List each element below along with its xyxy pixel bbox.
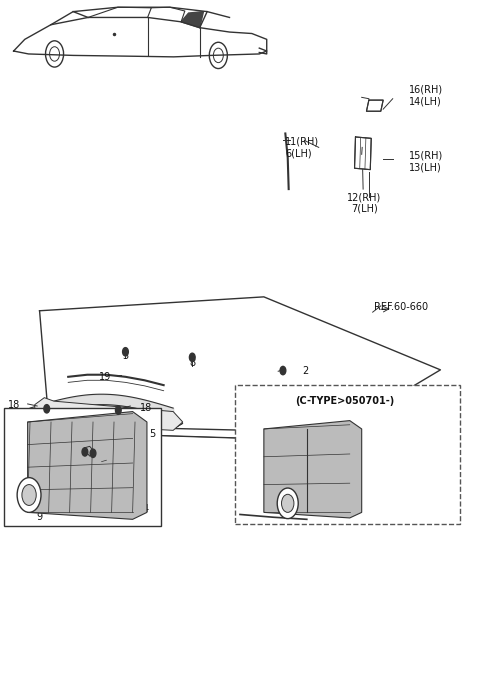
Circle shape <box>44 405 49 413</box>
Circle shape <box>190 353 195 362</box>
Text: 16(RH)
14(LH): 16(RH) 14(LH) <box>409 84 444 106</box>
Circle shape <box>17 477 41 512</box>
Text: 19: 19 <box>99 372 111 382</box>
Circle shape <box>209 43 228 68</box>
Text: 4: 4 <box>142 504 148 514</box>
Text: 12(RH)
7(LH): 12(RH) 7(LH) <box>347 192 381 214</box>
Circle shape <box>281 494 294 512</box>
Text: 18: 18 <box>8 400 21 410</box>
Polygon shape <box>39 406 183 429</box>
Text: 9: 9 <box>36 512 43 522</box>
Circle shape <box>214 48 223 63</box>
Text: 15(RH)
13(LH): 15(RH) 13(LH) <box>409 151 444 172</box>
Text: 11(RH)
6(LH): 11(RH) 6(LH) <box>285 137 320 158</box>
Circle shape <box>122 348 128 356</box>
Polygon shape <box>181 12 204 28</box>
Text: 1: 1 <box>111 462 117 472</box>
Text: 17: 17 <box>23 484 35 494</box>
Polygon shape <box>366 100 383 111</box>
Text: 5: 5 <box>149 429 156 439</box>
Text: 10: 10 <box>79 445 91 455</box>
Text: (C-TYPE>050701-): (C-TYPE>050701-) <box>295 396 395 406</box>
Polygon shape <box>35 398 183 431</box>
Circle shape <box>90 449 96 457</box>
Text: 8: 8 <box>189 358 195 368</box>
Polygon shape <box>355 137 371 170</box>
Text: 3: 3 <box>122 351 129 361</box>
Circle shape <box>49 47 60 61</box>
Text: 18: 18 <box>140 403 152 413</box>
FancyBboxPatch shape <box>235 385 459 524</box>
Text: 17: 17 <box>275 476 287 486</box>
Circle shape <box>46 40 63 67</box>
Circle shape <box>22 484 36 505</box>
Polygon shape <box>264 421 362 518</box>
Text: 2: 2 <box>302 366 308 376</box>
Circle shape <box>277 488 298 519</box>
Circle shape <box>82 447 88 456</box>
Circle shape <box>280 366 286 375</box>
Text: REF.60-660: REF.60-660 <box>373 302 428 312</box>
Bar <box>4 408 161 526</box>
Text: 4: 4 <box>332 431 338 441</box>
Polygon shape <box>28 412 147 519</box>
Circle shape <box>116 406 121 415</box>
